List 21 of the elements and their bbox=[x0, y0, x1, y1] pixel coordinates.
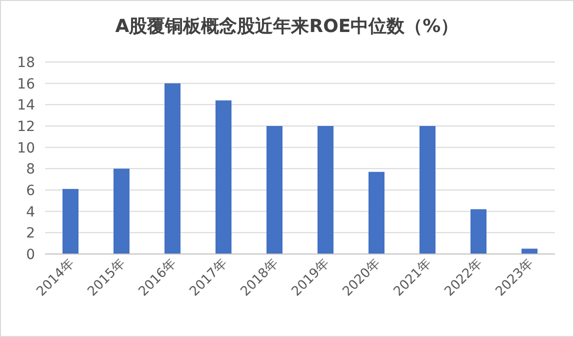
y-tick-label: 16 bbox=[17, 76, 36, 92]
y-tick-label: 2 bbox=[26, 226, 35, 242]
bar bbox=[368, 172, 384, 254]
y-tick-label: 6 bbox=[26, 183, 36, 199]
bar bbox=[62, 188, 78, 254]
y-tick-label: 12 bbox=[17, 119, 35, 135]
y-tick-label: 4 bbox=[26, 204, 36, 220]
bar bbox=[266, 126, 282, 254]
bar bbox=[522, 248, 538, 254]
y-tick-label: 8 bbox=[26, 162, 35, 178]
y-tick-label: 0 bbox=[26, 247, 35, 263]
bar bbox=[318, 126, 334, 254]
bar bbox=[216, 100, 232, 254]
y-tick-label: 14 bbox=[17, 98, 36, 114]
bar bbox=[470, 209, 486, 254]
bar bbox=[114, 168, 130, 254]
y-tick-label: 18 bbox=[17, 55, 35, 71]
bar bbox=[164, 83, 180, 254]
chart-title: A股覆铜板概念股近年来ROE中位数（%） bbox=[115, 16, 459, 37]
bar bbox=[420, 126, 436, 254]
y-tick-label: 10 bbox=[17, 140, 35, 156]
